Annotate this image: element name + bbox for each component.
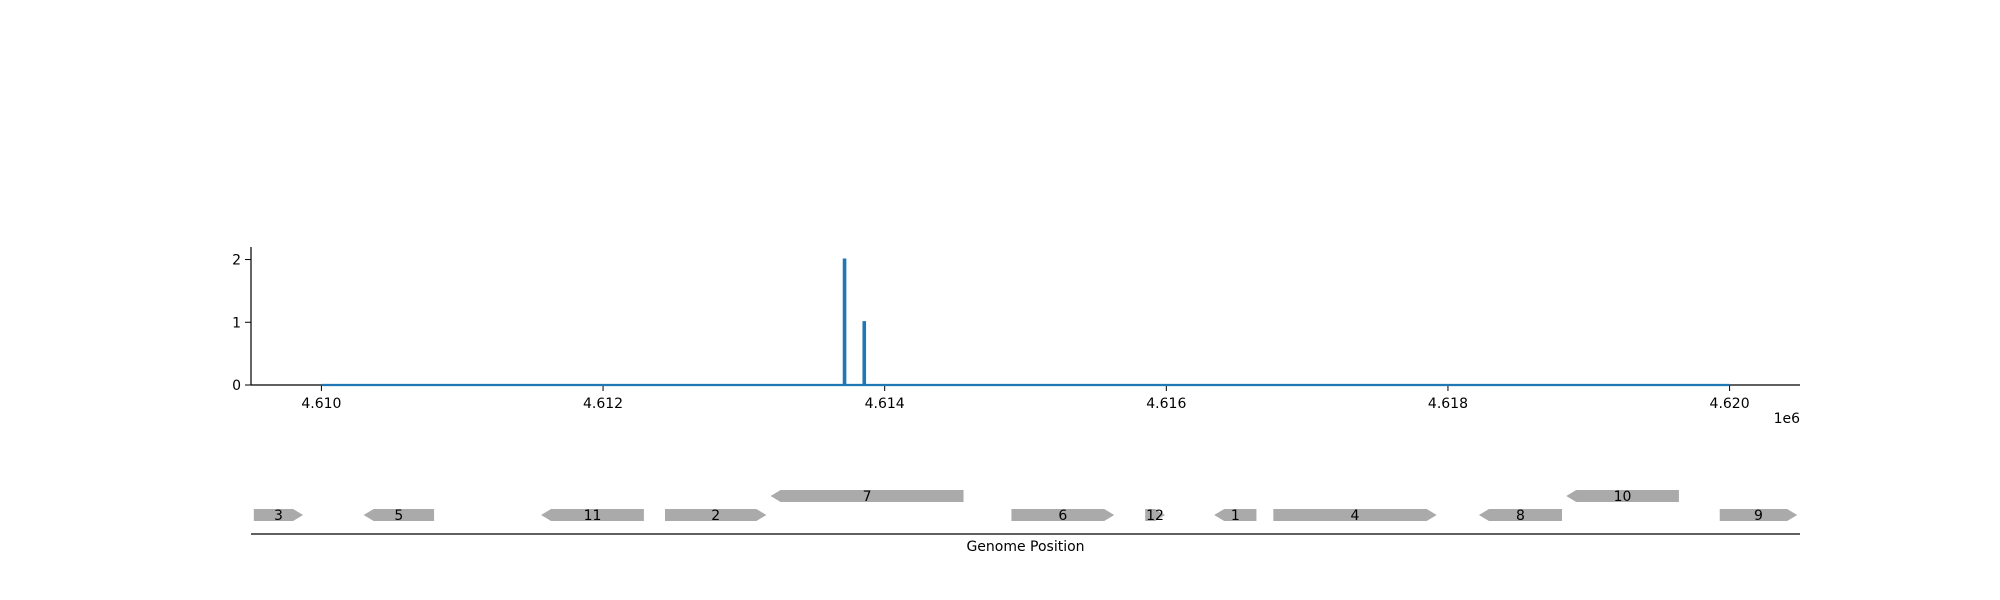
x-tick-label: 4.610 (301, 396, 341, 412)
gene-label: 4 (1351, 508, 1360, 524)
y-tick-label: 1 (232, 315, 241, 331)
y-tick-label: 2 (232, 253, 241, 269)
gene-label: 11 (584, 508, 602, 524)
gene-label: 8 (1516, 508, 1525, 524)
x-tick-label: 4.612 (583, 396, 623, 412)
y-tick-label: 0 (232, 378, 241, 394)
gene-arrow (1719, 509, 1798, 521)
gene-arrow (253, 509, 304, 521)
coverage-series-line (321, 258, 1730, 387)
x-axis-label: Genome Position (966, 539, 1084, 555)
gene-track: 3 5 11 2 7 6 12 1 4 8 10 9 Genome Position (251, 489, 1800, 555)
gene-arrow (1011, 509, 1115, 521)
gene-arrow (1145, 509, 1165, 521)
gene-arrow (541, 509, 644, 521)
gene-arrow (665, 509, 767, 521)
gene-arrow (1214, 509, 1257, 521)
gene-label: 1 (1231, 508, 1240, 524)
gene-label: 10 (1614, 489, 1632, 505)
gene-arrow (1273, 509, 1437, 521)
gene-arrow (363, 509, 435, 521)
gene-arrow (1478, 509, 1563, 521)
x-tick-label: 4.620 (1710, 396, 1750, 412)
gene-label: 7 (863, 489, 872, 505)
x-axis-offset-label: 1e6 (1774, 411, 1801, 427)
gene-label: 2 (711, 508, 720, 524)
gene-label: 6 (1058, 508, 1067, 524)
coverage-plot: 0 1 2 4.610 4.612 4.614 4.616 4.618 4.620 1e6 (232, 247, 1800, 427)
x-tick-label: 4.618 (1428, 396, 1468, 412)
gene-arrow (1566, 490, 1679, 502)
x-tick-label: 4.614 (865, 396, 905, 412)
gene-label: 12 (1146, 508, 1164, 524)
gene-label: 5 (394, 508, 403, 524)
x-tick-label: 4.616 (1146, 396, 1186, 412)
gene-label: 3 (274, 508, 283, 524)
gene-label: 9 (1754, 508, 1763, 524)
gene-arrow (770, 490, 964, 502)
